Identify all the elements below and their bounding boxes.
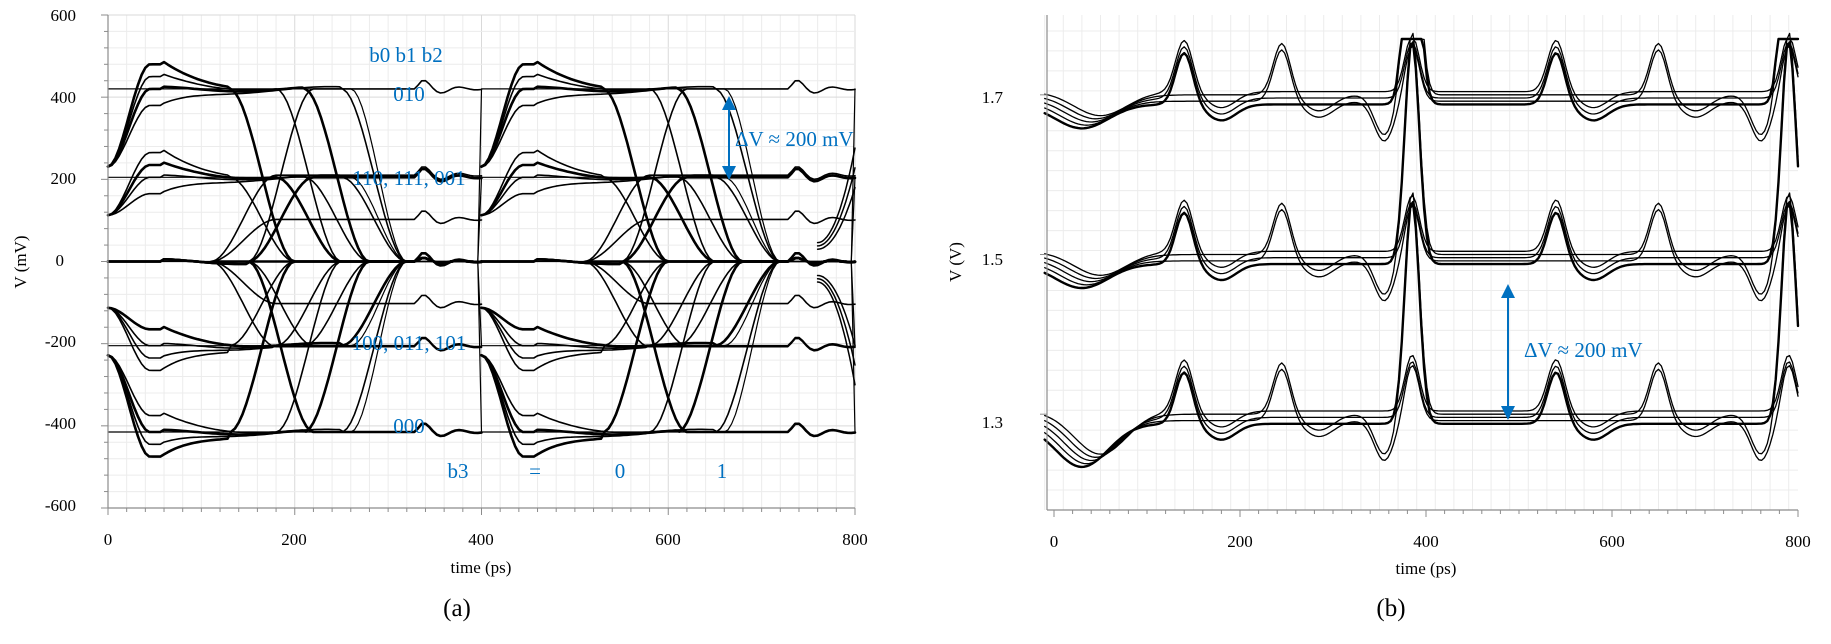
- y-tick-label: 1.7: [982, 88, 1004, 107]
- waveform-trace: [1044, 38, 1799, 136]
- panel-label-b: (b): [1376, 595, 1405, 622]
- waveform-trace: [107, 260, 856, 433]
- y-tick-label: -400: [45, 414, 76, 433]
- b3-equals-annotation: =: [529, 459, 541, 483]
- b3-zero-annotation: 0: [615, 459, 626, 483]
- delta-v-annotation-a: ΔV ≈ 200 mV: [735, 127, 854, 151]
- x-tick-label: 0: [104, 530, 113, 549]
- waveform-trace: [1044, 32, 1799, 295]
- y-tick-label: 200: [51, 169, 77, 188]
- bits-header-annotation: b0 b1 b2: [369, 43, 443, 67]
- delta-v-annotation-b: ΔV ≈ 200 mV: [1524, 338, 1643, 362]
- level-code-annotation: 010: [393, 82, 425, 106]
- delta-arrow-a: [722, 96, 736, 180]
- x-tick-label: 0: [1050, 532, 1059, 551]
- tick-marks-b: [1040, 94, 1799, 517]
- waveform-trace: [1044, 195, 1799, 276]
- x-tick-label: 200: [1227, 532, 1253, 551]
- y-tick-label: -600: [45, 496, 76, 515]
- waveform-trace: [1044, 38, 1799, 117]
- y-tick-label: 1.5: [982, 250, 1003, 269]
- x-axis-title-b: time (ps): [1396, 559, 1457, 578]
- waveform-trace: [816, 186, 856, 250]
- waveform-trace: [816, 167, 856, 247]
- waveform-trace: [107, 176, 856, 263]
- b3-one-annotation: 1: [717, 459, 728, 483]
- grid-b: [1044, 15, 1798, 511]
- waveform-trace: [816, 274, 856, 347]
- tick-marks-a: [101, 14, 856, 515]
- waveform-trace: [816, 147, 856, 244]
- y-axis-title-a: V (mV): [11, 235, 30, 288]
- x-tick-label: 800: [1785, 532, 1811, 551]
- waveform-trace: [1043, 37, 1800, 130]
- waveforms-a: [106, 60, 857, 458]
- level-code-annotation: 110, 111, 001: [352, 166, 465, 190]
- waveform-trace: [816, 278, 856, 366]
- x-tick-label: 400: [468, 530, 494, 549]
- b3-annotation: b3: [448, 459, 469, 483]
- waveform-trace: [107, 258, 483, 352]
- y-tick-label: 1.3: [982, 413, 1003, 432]
- waveform-trace: [480, 258, 856, 352]
- x-tick-label: 600: [1599, 532, 1625, 551]
- delta-arrow-b: [1501, 284, 1515, 420]
- x-axis-title-a: time (ps): [451, 558, 512, 577]
- panel-label-a: (a): [443, 595, 471, 622]
- waveform-trace: [1044, 41, 1799, 123]
- waveform-trace: [1044, 361, 1799, 462]
- waveform-trace: [107, 260, 856, 347]
- axes-b: [1046, 15, 1798, 511]
- x-tick-label: 800: [842, 530, 868, 549]
- level-code-annotation: 100, 011, 101: [352, 331, 467, 355]
- y-tick-label: -200: [45, 332, 76, 351]
- waveform-trace: [1044, 201, 1799, 283]
- x-tick-label: 400: [1413, 532, 1439, 551]
- y-axis-title-b: V (V): [946, 242, 965, 282]
- y-tick-label: 0: [56, 251, 65, 270]
- y-tick-label: 600: [51, 6, 77, 25]
- waveform-trace: [107, 88, 856, 263]
- waveform-trace: [1043, 200, 1800, 469]
- chart-b: 1.7 1.5 1.3 0 200 400 600 800 time (ps) …: [946, 15, 1811, 622]
- x-tick-label: 600: [655, 530, 681, 549]
- waveform-trace: [1044, 192, 1799, 458]
- level-code-annotation: 000: [393, 414, 425, 438]
- y-tick-label: 400: [51, 88, 77, 107]
- chart-a: 600 400 200 0 -200 -400 -600 0 200 400 6…: [11, 6, 868, 622]
- waveform-trace: [1044, 354, 1799, 455]
- waveforms-b: [1043, 32, 1800, 469]
- x-tick-label: 200: [281, 530, 307, 549]
- waveform-trace: [816, 281, 856, 386]
